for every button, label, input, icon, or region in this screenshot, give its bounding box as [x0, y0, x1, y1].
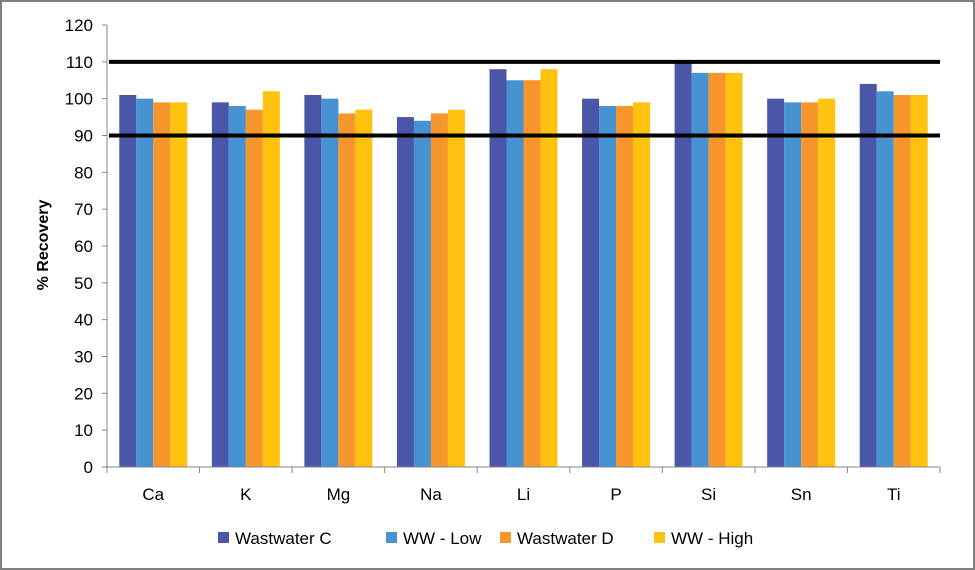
bar-k-series-1 [211, 102, 229, 467]
bar-ti-series-4 [910, 94, 928, 467]
bar-ca-series-3 [153, 102, 171, 467]
y-axis-label: % Recovery [35, 200, 52, 291]
y-tick-label: 30 [74, 348, 93, 367]
legend-label: WW - Low [403, 529, 482, 548]
bar-li-series-2 [506, 80, 524, 467]
bar-ti-series-2 [876, 91, 894, 468]
axes-group [106, 25, 941, 473]
x-axis-categories: Ca K Mg Na Li P Si Sn Ti [142, 485, 900, 504]
bar-ti-series-1 [859, 83, 877, 467]
x-category-label: Ca [142, 485, 164, 504]
bar-na-series-3 [430, 113, 448, 468]
reference-lines [109, 59, 940, 138]
y-tick-label: 0 [84, 458, 93, 477]
y-tick-label: 90 [74, 127, 93, 146]
y-tick-label: 100 [65, 90, 93, 109]
bar-mg-series-3 [338, 113, 356, 468]
bar-p-series-2 [599, 106, 617, 468]
bar-ti-series-3 [893, 94, 911, 467]
legend-label: WW - High [671, 529, 753, 548]
bar-p-series-4 [633, 102, 651, 467]
bar-sn-series-2 [784, 102, 802, 467]
bar-na-series-2 [413, 120, 431, 468]
bar-sn-series-3 [801, 102, 819, 467]
bar-na-series-1 [396, 117, 414, 467]
bar-mg-series-2 [321, 98, 339, 468]
x-category-label: Mg [327, 485, 351, 504]
bar-mg-series-4 [355, 109, 373, 467]
legend-label: Wastwater D [517, 529, 614, 548]
bar-p-series-1 [582, 98, 600, 468]
bar-ca-series-1 [119, 94, 137, 467]
bar-si-series-3 [708, 72, 726, 467]
bar-mg-series-1 [304, 94, 322, 467]
x-category-label: K [240, 485, 252, 504]
y-tick-label: 110 [66, 53, 93, 72]
bar-sn-series-4 [818, 98, 836, 468]
y-tick-label: 80 [74, 163, 93, 182]
bar-ca-series-4 [170, 102, 188, 467]
bar-si-series-4 [725, 72, 743, 467]
bar-sn-series-1 [767, 98, 785, 468]
y-tick-label: 10 [74, 421, 93, 440]
y-tick-label: 70 [74, 200, 93, 219]
bar-li-series-3 [523, 80, 541, 467]
legend-swatch [386, 532, 397, 543]
x-category-label: Sn [791, 485, 812, 504]
x-category-label: Na [420, 485, 442, 504]
x-category-label: Si [701, 485, 716, 504]
y-axis-ticks: 0 10 20 30 40 50 60 70 80 90 100 110 120 [65, 16, 107, 477]
bar-k-series-2 [228, 106, 246, 468]
bar-si-series-2 [691, 72, 709, 467]
x-category-label: P [610, 485, 621, 504]
bar-p-series-3 [616, 106, 634, 468]
legend: Wastwater C WW - Low Wastwater D WW - High [218, 529, 753, 548]
y-tick-label: 120 [65, 16, 93, 35]
bar-k-series-4 [262, 91, 280, 468]
bar-si-series-1 [674, 61, 692, 467]
bar-ca-series-2 [136, 98, 154, 468]
legend-swatch [654, 532, 665, 543]
y-tick-label: 20 [74, 384, 93, 403]
x-category-label: Li [517, 485, 530, 504]
bar-k-series-3 [245, 109, 263, 467]
legend-label: Wastwater C [235, 529, 332, 548]
bar-li-series-4 [540, 69, 558, 467]
legend-swatch [218, 532, 229, 543]
bars-group [119, 61, 928, 468]
y-tick-label: 50 [74, 274, 93, 293]
legend-swatch [500, 532, 511, 543]
y-tick-label: 60 [74, 237, 93, 256]
bar-na-series-4 [447, 109, 465, 467]
y-tick-label: 40 [74, 311, 93, 330]
x-category-label: Ti [887, 485, 901, 504]
bar-li-series-1 [489, 69, 507, 467]
